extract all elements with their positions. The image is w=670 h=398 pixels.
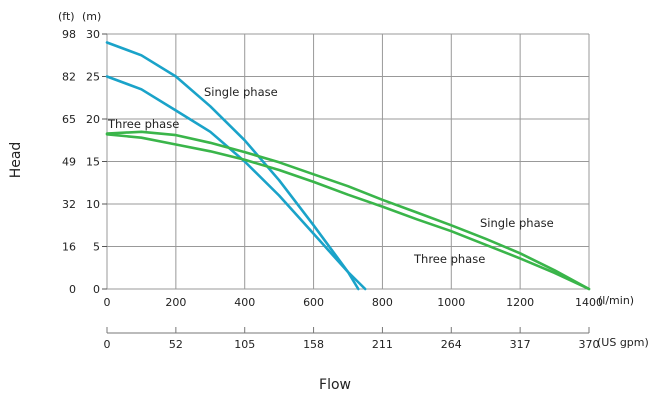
series-line-blue-three (105, 75, 360, 291)
label-green-three-phase: Three phase (413, 252, 485, 266)
y-tick-label-ft: 49 (62, 156, 76, 169)
y-tick-label-ft: 82 (62, 71, 76, 84)
x-tick-label-lmin: 1400 (575, 296, 603, 309)
x-tick-label-lmin: 1200 (506, 296, 534, 309)
x-tick-label-lmin: 1000 (437, 296, 465, 309)
y-axis-title: Head (8, 142, 24, 179)
label-green-single-phase: Single phase (480, 216, 554, 230)
x-tick-label-usgpm: 105 (234, 338, 255, 351)
series-line-green-three (105, 133, 591, 291)
label-blue-three-phase: Three phase (107, 117, 179, 131)
y-tick-label-m: 10 (86, 198, 100, 211)
x-tick-label-usgpm: 317 (510, 338, 531, 351)
x-tick-label-lmin: 0 (104, 296, 111, 309)
y-tick-label-ft: 32 (62, 198, 76, 211)
y-tick-label-m: 0 (93, 283, 100, 296)
x-tick-label-usgpm: 211 (372, 338, 393, 351)
y-tick-label-ft: 16 (62, 241, 76, 254)
x-tick-label-usgpm: 158 (303, 338, 324, 351)
x-tick-label-lmin: 600 (303, 296, 324, 309)
series-line-blue-single (105, 41, 367, 291)
x-tick-label-usgpm: 264 (441, 338, 462, 351)
x-tick-label-lmin: 400 (234, 296, 255, 309)
y-tick-label-m: 25 (86, 71, 100, 84)
x-tick-label-lmin: 800 (372, 296, 393, 309)
x-unit-usgpm: (US gpm) (597, 336, 649, 349)
y-tick-label-ft: 98 (62, 28, 76, 41)
y-unit-ft: (ft) (58, 10, 75, 23)
x-tick-label-usgpm: 370 (579, 338, 600, 351)
label-blue-single-phase: Single phase (204, 85, 278, 99)
y-tick-label-m: 30 (86, 28, 100, 41)
x-tick-label-usgpm: 52 (169, 338, 183, 351)
y-tick-label-m: 15 (86, 156, 100, 169)
grid (106, 33, 590, 290)
y-tick-label-m: 5 (93, 241, 100, 254)
x-axis-title: Flow (319, 377, 351, 393)
x-unit-lmin: (l/min) (598, 294, 634, 307)
series-line-green-single (105, 130, 591, 291)
x-tick-label-lmin: 200 (165, 296, 186, 309)
y-unit-m: (m) (82, 10, 101, 23)
y-tick-label-ft: 0 (69, 283, 76, 296)
series-lines (105, 41, 591, 291)
y-tick-label-m: 20 (86, 113, 100, 126)
x-tick-label-usgpm: 0 (104, 338, 111, 351)
y-tick-label-ft: 65 (62, 113, 76, 126)
